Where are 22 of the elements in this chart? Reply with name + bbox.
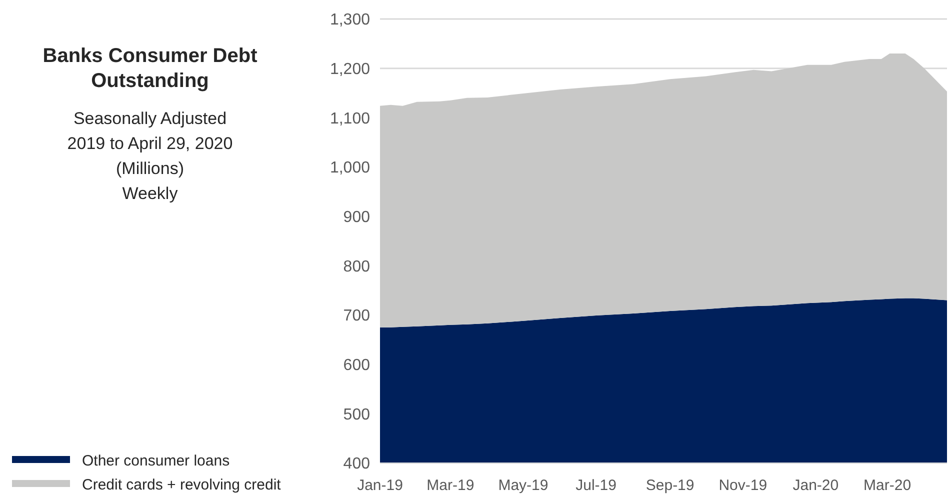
x-tick-label: Sep-19: [646, 477, 694, 494]
text: Seasonally Adjusted 2019 to April 29, 2020 (Millions) Weekly: [67, 109, 233, 203]
text: Banks Consumer Debt Outstanding: [42, 45, 258, 92]
y-tick-label: 700: [343, 308, 370, 325]
y-tick-label: 600: [343, 356, 370, 374]
y-tick-label: 500: [343, 406, 370, 424]
x-tick-label: Mar-19: [426, 477, 474, 494]
x-tick-label: Jan-19: [357, 477, 403, 494]
legend-label: Credit cards + revolving credit: [82, 476, 282, 494]
x-tick-label: Jan-20: [792, 477, 839, 494]
y-tick-label: 800: [343, 258, 370, 276]
legend-label: Other consumer loans: [82, 452, 230, 470]
y-tick-label: 1,000: [330, 160, 370, 177]
x-tick-label: Mar-20: [864, 477, 912, 494]
x-tick-label: Nov-19: [718, 477, 768, 494]
y-tick-label: 400: [343, 456, 370, 473]
x-tick-label: Jul-19: [576, 477, 616, 494]
y-tick-label: 1,100: [330, 110, 370, 128]
x-tick-label: May-19: [498, 477, 548, 494]
y-tick-label: 1,300: [330, 12, 370, 29]
y-tick-label: 1,200: [330, 60, 370, 78]
y-tick-label: 900: [343, 208, 370, 226]
